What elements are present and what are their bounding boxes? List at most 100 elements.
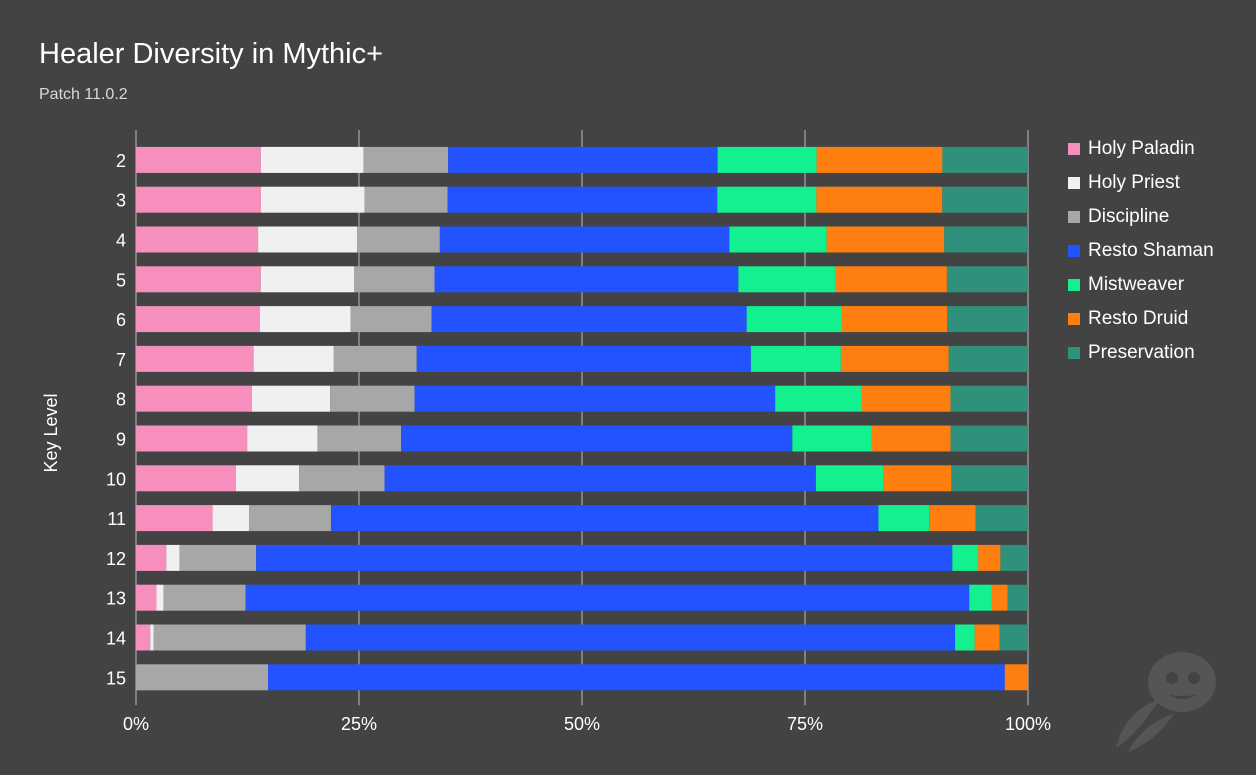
bar-segment xyxy=(363,146,449,173)
bar-segment xyxy=(826,226,945,253)
bar-segment xyxy=(260,146,364,173)
legend-swatch xyxy=(1068,177,1080,189)
bar-segment xyxy=(235,465,300,492)
bar-segment xyxy=(356,226,440,253)
bar-segment xyxy=(136,425,248,452)
chart-subtitle: Patch 11.0.2 xyxy=(39,86,128,103)
bar-segment xyxy=(136,306,260,333)
bar-segment xyxy=(416,345,751,372)
y-tick-label: 11 xyxy=(107,509,126,529)
y-tick-label: 3 xyxy=(116,191,126,211)
legend-swatch xyxy=(1068,245,1080,257)
bar-segment xyxy=(330,385,415,412)
bar-segment xyxy=(261,186,365,213)
bar-segment xyxy=(944,226,1028,253)
bar-segment xyxy=(156,584,164,611)
bar-segment xyxy=(948,345,1028,372)
bar-segment xyxy=(448,146,718,173)
bar-segment xyxy=(816,146,943,173)
bar-segment xyxy=(256,544,953,571)
bar-segment xyxy=(384,465,816,492)
bar-segment xyxy=(136,544,167,571)
watermark-logo xyxy=(1116,652,1216,752)
legend-item: Preservation xyxy=(1068,336,1214,370)
bar-segment xyxy=(260,266,355,293)
x-tick-label: 0% xyxy=(123,714,149,734)
gridlines xyxy=(135,130,1029,706)
x-tick-label: 75% xyxy=(787,714,823,734)
bar-segment xyxy=(136,584,157,611)
bar-segment xyxy=(951,465,1028,492)
bar-segment xyxy=(333,345,417,372)
chart-title: Healer Diversity in Mythic+ xyxy=(39,38,384,70)
bar-segment xyxy=(840,345,949,372)
bar-segment xyxy=(136,664,269,691)
bar-segment xyxy=(974,624,1000,651)
y-tick-label: 13 xyxy=(106,589,126,609)
bars xyxy=(136,146,1028,691)
bar-segment xyxy=(871,425,951,452)
bar-segment xyxy=(179,544,257,571)
legend-swatch xyxy=(1068,347,1080,359)
bar-segment xyxy=(258,226,357,253)
bar-segment xyxy=(401,425,793,452)
bar-segment xyxy=(738,266,836,293)
legend-item: Holy Priest xyxy=(1068,166,1214,200)
legend-label: Resto Shaman xyxy=(1088,240,1214,261)
bar-segment xyxy=(841,306,947,333)
bar-segment xyxy=(136,266,261,293)
legend-item: Discipline xyxy=(1068,200,1214,234)
bar-segment xyxy=(354,266,435,293)
bar-segment xyxy=(883,465,952,492)
bar-segment xyxy=(259,306,351,333)
bar-segment xyxy=(1000,544,1028,571)
legend-swatch xyxy=(1068,279,1080,291)
bar-segment xyxy=(153,624,306,651)
legend-label: Holy Paladin xyxy=(1088,138,1195,159)
y-tick-label: 4 xyxy=(116,231,126,251)
bar-segment xyxy=(991,584,1008,611)
bar-segment xyxy=(975,505,1028,532)
y-tick-label: 15 xyxy=(106,668,126,688)
bar-segment xyxy=(136,465,236,492)
y-tick-label: 9 xyxy=(116,430,126,450)
bar-segment xyxy=(434,266,739,293)
bar-segment xyxy=(775,385,862,412)
bar-segment xyxy=(717,186,817,213)
legend-swatch xyxy=(1068,143,1080,155)
bar-segment xyxy=(816,186,943,213)
bar-segment xyxy=(350,306,432,333)
bar-segment xyxy=(245,584,970,611)
bar-segment xyxy=(952,544,979,571)
bar-segment xyxy=(835,266,947,293)
bar-segment xyxy=(305,624,956,651)
bar-segment xyxy=(330,505,879,532)
legend-item: Resto Druid xyxy=(1068,302,1214,336)
y-tick-label: 7 xyxy=(116,350,126,370)
bar-segment xyxy=(247,425,318,452)
bar-segment xyxy=(136,624,151,651)
x-tick-label: 25% xyxy=(341,714,377,734)
bar-segment xyxy=(746,306,842,333)
bar-segment xyxy=(439,226,730,253)
bar-segment xyxy=(946,306,1028,333)
bar-segment xyxy=(717,146,817,173)
bar-segment xyxy=(955,624,975,651)
bar-segment xyxy=(136,385,252,412)
bar-segment xyxy=(792,425,872,452)
legend-item: Holy Paladin xyxy=(1068,132,1214,166)
legend-item: Resto Shaman xyxy=(1068,234,1214,268)
legend-label: Mistweaver xyxy=(1088,274,1185,295)
bar-segment xyxy=(253,345,334,372)
bar-segment xyxy=(750,345,841,372)
bar-segment xyxy=(1004,664,1028,691)
bar-segment xyxy=(431,306,747,333)
bar-segment xyxy=(861,385,951,412)
y-tick-label: 6 xyxy=(116,310,126,330)
y-axis-title: Key Level xyxy=(41,393,61,472)
bar-segment xyxy=(942,146,1028,173)
bar-segment xyxy=(1007,584,1028,611)
bar-segment xyxy=(150,624,154,651)
bar-segment xyxy=(878,505,930,532)
